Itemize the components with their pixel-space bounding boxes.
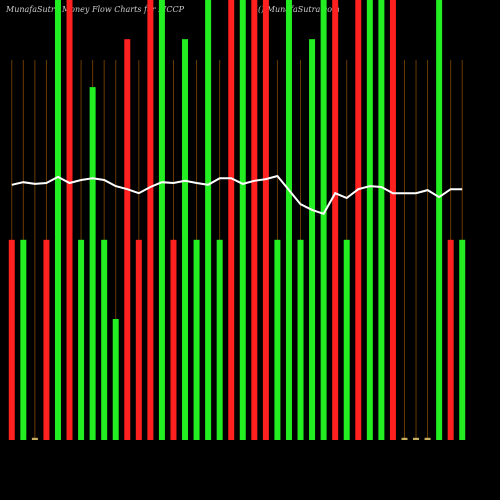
bar bbox=[413, 437, 420, 440]
bar bbox=[228, 0, 235, 440]
bar bbox=[436, 0, 443, 440]
bar bbox=[101, 239, 108, 440]
bar bbox=[355, 0, 362, 440]
bar bbox=[309, 39, 316, 440]
bar bbox=[389, 0, 396, 440]
bar bbox=[401, 437, 408, 440]
bar bbox=[112, 319, 119, 440]
bar bbox=[124, 39, 131, 440]
bar bbox=[78, 239, 85, 440]
bar bbox=[262, 0, 269, 440]
chart-subtitle: () MunafaSutra.com bbox=[258, 5, 340, 14]
bar bbox=[447, 239, 454, 440]
bar bbox=[193, 239, 200, 440]
line bbox=[11, 174, 463, 216]
chart-title: MunafaSutra Money Flow Charts for MCCP bbox=[5, 5, 185, 14]
bar bbox=[378, 0, 385, 440]
bar bbox=[158, 0, 165, 440]
bar bbox=[8, 239, 15, 440]
bar bbox=[366, 0, 373, 440]
bar bbox=[424, 437, 431, 440]
bar bbox=[31, 437, 38, 440]
bar bbox=[182, 39, 189, 440]
bar bbox=[343, 239, 350, 440]
bar bbox=[274, 239, 281, 440]
bar bbox=[320, 0, 327, 440]
bar bbox=[205, 0, 212, 440]
bar bbox=[20, 239, 27, 440]
bar bbox=[54, 0, 61, 440]
bar bbox=[239, 0, 246, 440]
bar bbox=[170, 239, 177, 440]
bar bbox=[135, 239, 142, 440]
bar bbox=[459, 239, 466, 440]
bar bbox=[332, 0, 339, 440]
bar bbox=[43, 239, 50, 440]
bar bbox=[66, 0, 73, 440]
bar bbox=[285, 0, 292, 440]
bar bbox=[89, 87, 96, 441]
bar bbox=[216, 239, 223, 440]
bar bbox=[147, 0, 154, 440]
bar bbox=[297, 239, 304, 440]
bar bbox=[251, 0, 258, 440]
